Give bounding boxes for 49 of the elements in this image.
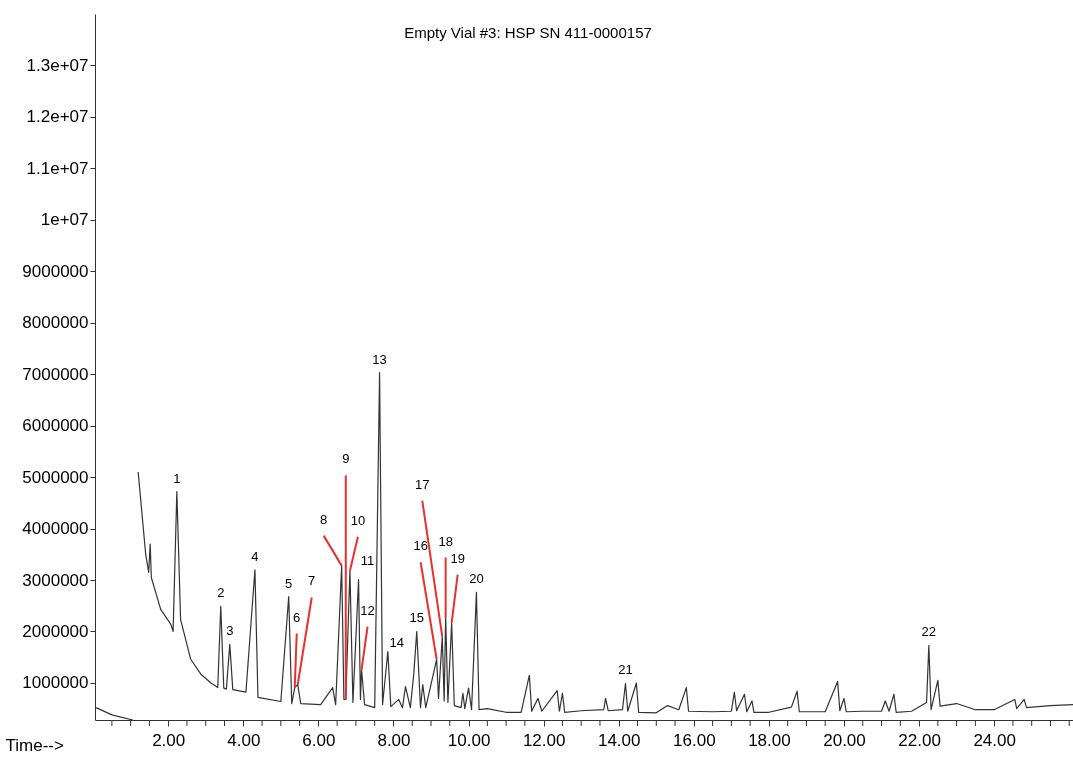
x-tick-label: 10.00 <box>447 730 491 750</box>
annotation: 7 <box>308 573 316 589</box>
y-tick-label: 5000000 <box>22 467 89 487</box>
y-tick-label: 1.3e+07 <box>26 55 89 75</box>
x-tick-label: 14.00 <box>597 730 641 750</box>
y-tick-label: 7000000 <box>22 364 89 384</box>
x-tick-label: 6.00 <box>302 730 336 750</box>
x-axis-title: Time--> <box>5 735 64 755</box>
annotation: 1 <box>173 470 181 486</box>
annotation: 5 <box>285 575 293 591</box>
annotation: 10 <box>350 512 366 528</box>
y-tick-label: 3000000 <box>22 570 89 590</box>
annotation: 6 <box>293 609 301 625</box>
annotation: 20 <box>469 571 484 587</box>
x-tick-label: 24.00 <box>973 730 1016 750</box>
x-tick-label: 20.00 <box>823 730 866 750</box>
y-tick-label: 1.2e+07 <box>26 107 89 127</box>
annotation: 12 <box>360 602 375 618</box>
text: Empty Vial #3: HSP SN 411-0000157 <box>404 24 652 41</box>
annotation: 18 <box>438 533 453 549</box>
x-tick-label: 18.00 <box>748 730 791 750</box>
x-tick-label: 2.00 <box>152 730 186 750</box>
annotation: 22 <box>921 624 937 640</box>
annotation: 17 <box>415 476 430 492</box>
x-tick-label: 12.00 <box>522 730 566 750</box>
annotation: 21 <box>618 662 633 678</box>
x-tick-label: 8.00 <box>377 730 411 750</box>
annotation: 3 <box>226 623 234 639</box>
annotation: 8 <box>320 511 328 527</box>
x-tick-label: 22.00 <box>898 730 941 750</box>
y-tick-label: 1e+07 <box>40 210 89 230</box>
y-tick-label: 8000000 <box>22 313 89 333</box>
annotation: 11 <box>360 552 375 568</box>
annotation: 9 <box>342 451 350 467</box>
x-tick-label: 16.00 <box>673 730 716 750</box>
annotation: 13 <box>372 351 387 367</box>
annotation: 4 <box>251 548 259 564</box>
y-tick-label: 1000000 <box>22 673 89 693</box>
x-tick-label: 4.00 <box>227 730 261 750</box>
y-tick-label: 1.1e+07 <box>26 158 89 178</box>
y-tick-label: 2000000 <box>22 621 89 641</box>
annotation: 2 <box>217 585 225 601</box>
annotation: 14 <box>389 634 405 650</box>
annotation: 15 <box>409 610 424 626</box>
y-tick-label: 6000000 <box>22 416 89 436</box>
y-tick-label: 9000000 <box>22 261 89 281</box>
annotation: 19 <box>450 550 465 566</box>
y-tick-label: 4000000 <box>22 519 89 539</box>
annotation: 16 <box>413 538 428 554</box>
